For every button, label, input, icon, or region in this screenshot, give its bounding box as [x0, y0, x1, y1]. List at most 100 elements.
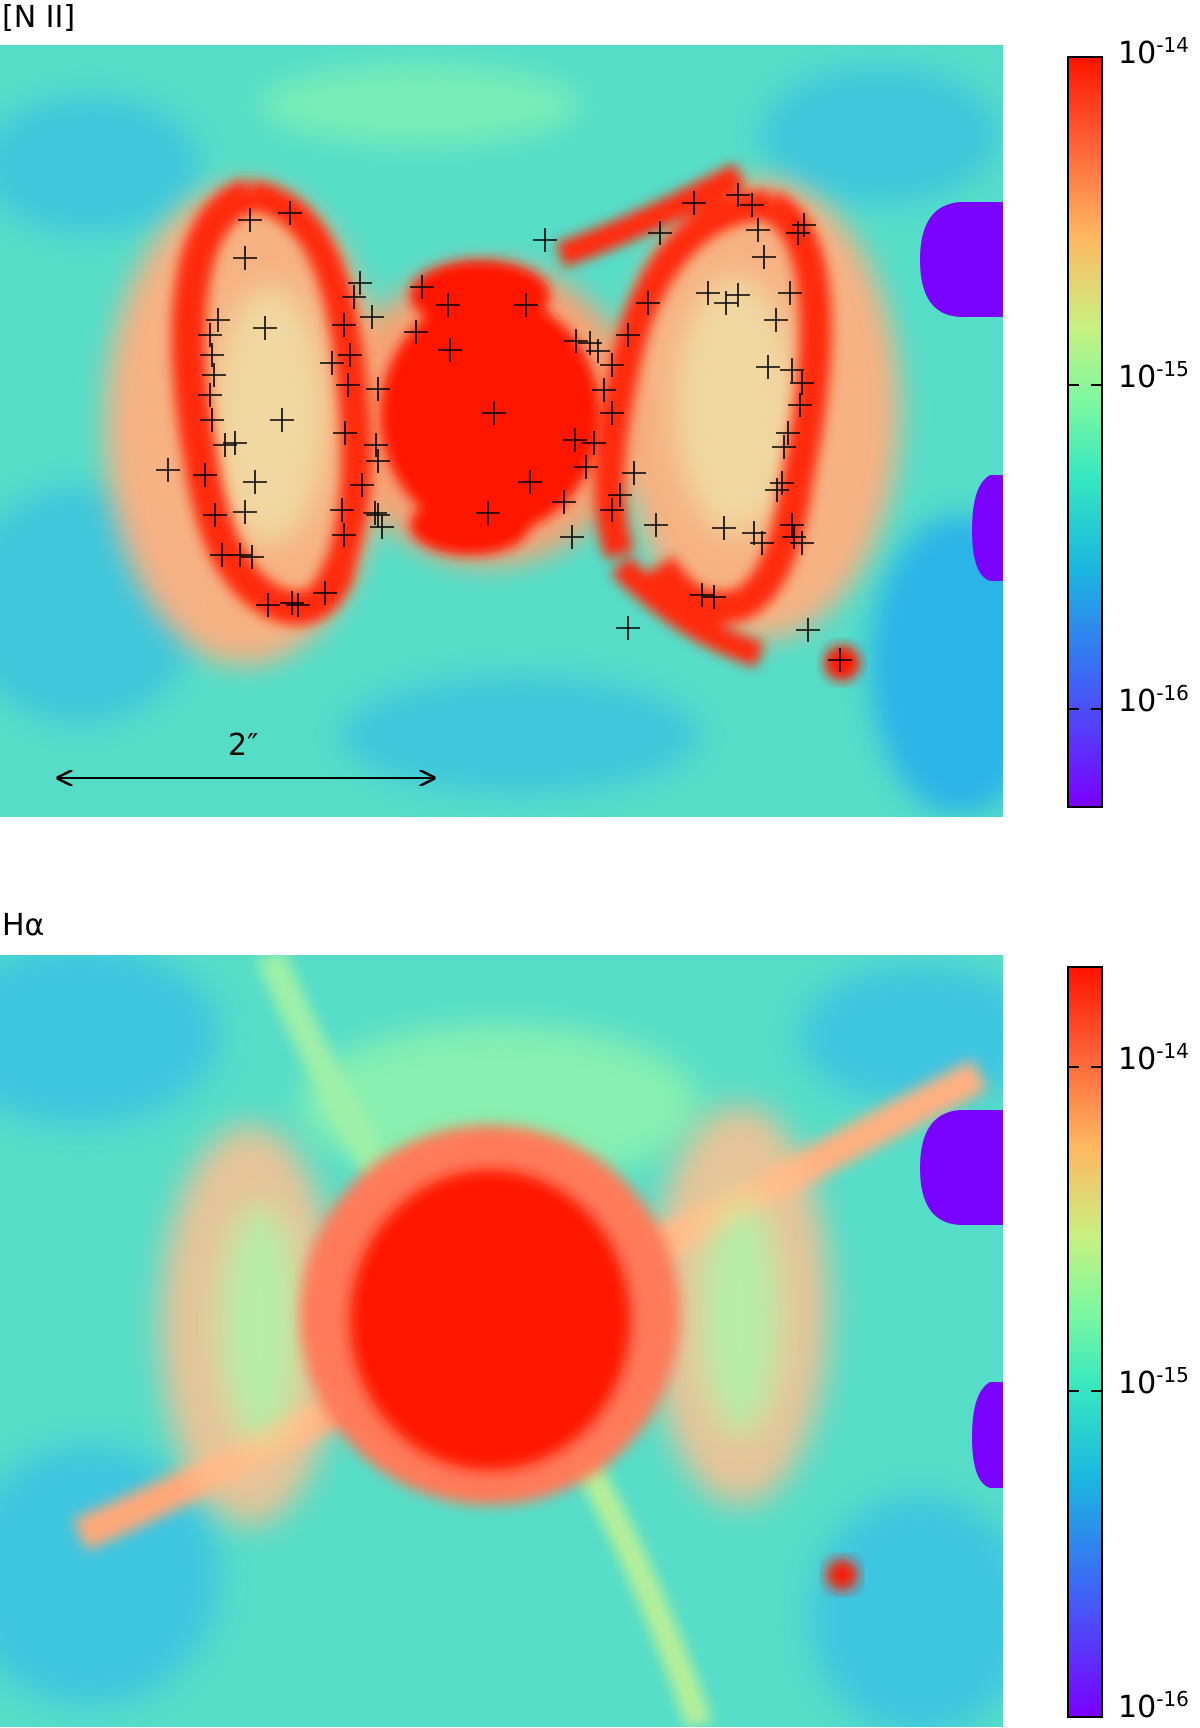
panel-title-halpha: Hα: [2, 908, 45, 943]
plus-marker: [726, 283, 750, 307]
faint-lobes: [160, 1105, 830, 1525]
plus-marker: [202, 363, 226, 387]
plus-marker: [726, 183, 750, 207]
plus-marker: [514, 293, 538, 317]
plus-marker: [560, 525, 584, 549]
plus-marker: [776, 421, 800, 445]
plus-marker: [756, 355, 780, 379]
plus-marker: [552, 490, 576, 514]
plus-marker: [436, 293, 460, 317]
plus-marker: [364, 433, 388, 457]
plus-marker: [600, 498, 624, 522]
plus-marker: [240, 545, 264, 569]
plus-marker: [332, 313, 356, 337]
plus-marker: [690, 583, 714, 607]
plus-marker: [740, 193, 764, 217]
plus-marker: [648, 221, 672, 245]
masked-region-lower: [972, 475, 1003, 581]
plus-marker: [233, 500, 257, 524]
nii-emission-map: [0, 45, 1003, 817]
panel-title-nii: [N II]: [2, 0, 76, 35]
plus-marker: [193, 463, 217, 487]
background-texture: [0, 65, 1003, 815]
plus-marker: [370, 515, 394, 539]
plus-marker: [636, 291, 660, 315]
plus-marker: [338, 343, 362, 367]
compact-knot: [826, 1559, 858, 1591]
plus-marker: [366, 377, 390, 401]
plus-marker: [253, 316, 277, 340]
plus-marker: [320, 351, 344, 375]
plus-marker: [280, 591, 304, 615]
colorbar-nii: [1067, 56, 1103, 808]
plus-marker: [780, 513, 804, 537]
plus-marker: [330, 498, 354, 522]
colorbar-nii-label-bottom: 10-16: [1118, 681, 1189, 719]
central-core: [350, 1170, 630, 1470]
plus-marker: [788, 393, 812, 417]
colorbar-halpha: [1067, 966, 1103, 1718]
colorbar-halpha-label-top: 10-14: [1118, 1039, 1189, 1077]
masked-region-upper: [920, 1110, 1003, 1225]
plus-marker: [206, 308, 230, 332]
plus-marker: [342, 285, 366, 309]
plus-marker: [644, 513, 668, 537]
plus-marker: [228, 543, 252, 567]
plus-marker: [198, 323, 222, 347]
plus-marker: [778, 281, 802, 305]
plus-marker: [438, 338, 462, 362]
plus-marker: [582, 431, 606, 455]
colorbar-halpha-label-mid: 10-15: [1118, 1363, 1189, 1401]
plus-marker: [278, 201, 302, 225]
plus-marker: [482, 401, 506, 425]
plus-marker: [156, 458, 180, 482]
plus-marker: [712, 516, 736, 540]
colorbar-halpha-label-bottom: 10-16: [1118, 1687, 1189, 1725]
plus-marker: [780, 358, 804, 382]
scale-bar-label: 2″: [228, 728, 259, 763]
plus-marker: [696, 281, 720, 305]
plus-marker: [600, 401, 624, 425]
plus-marker: [592, 378, 616, 402]
plus-marker: [404, 320, 428, 344]
plus-marker: [238, 208, 262, 232]
plus-marker: [790, 531, 814, 555]
plus-marker: [200, 343, 224, 367]
plus-marker: [682, 191, 706, 215]
plus-marker: [574, 455, 598, 479]
plus-marker: [608, 483, 632, 507]
plus-marker: [764, 308, 788, 332]
plus-marker: [765, 478, 789, 502]
plus-marker: [363, 501, 387, 525]
halpha-emission-map: [0, 955, 1003, 1727]
colorbar-nii-label-top: 10-14: [1118, 33, 1189, 71]
plus-marker: [366, 503, 390, 527]
plus-marker: [270, 408, 294, 432]
plus-marker: [828, 648, 852, 672]
plus-marker: [600, 353, 624, 377]
plus-marker: [586, 339, 610, 363]
plus-marker: [746, 218, 770, 242]
plus-marker: [223, 431, 247, 455]
plus-marker: [476, 501, 500, 525]
plus-marker: [333, 421, 357, 445]
plus-marker: [336, 373, 360, 397]
plus-marker: [332, 523, 356, 547]
plus-marker: [313, 581, 337, 605]
plus-marker: [616, 616, 640, 640]
plus-marker: [772, 435, 796, 459]
plus-marker: [770, 471, 794, 495]
masked-region-upper: [920, 202, 1003, 317]
plus-marker: [410, 275, 434, 299]
plus-marker: [348, 271, 372, 295]
compact-knot: [824, 645, 860, 681]
central-core: [380, 260, 600, 555]
plus-marker: [350, 473, 374, 497]
plus-marker: [786, 221, 810, 245]
plus-marker: [790, 371, 814, 395]
plus-marker: [256, 593, 280, 617]
plus-marker: [616, 323, 640, 347]
plus-marker: [198, 383, 222, 407]
masked-region-lower: [972, 1382, 1003, 1488]
plus-marker: [752, 245, 776, 269]
